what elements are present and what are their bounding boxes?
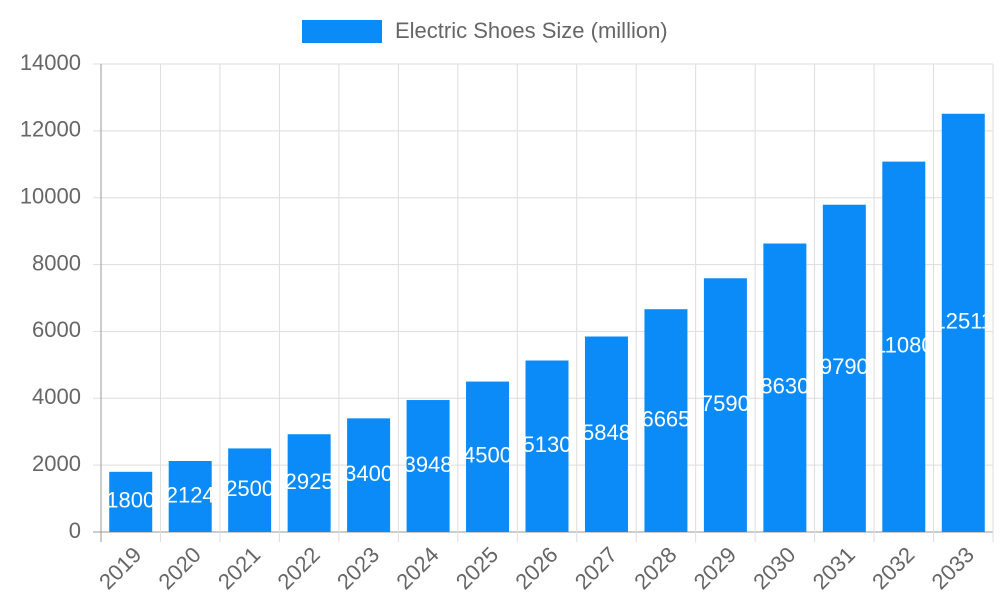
bar	[703, 278, 747, 532]
x-tick-label: 2026	[510, 542, 562, 594]
data-label: 1800	[106, 488, 155, 513]
x-tick-label: 2027	[570, 542, 622, 594]
data-label: 8630	[760, 374, 809, 399]
bar	[822, 204, 866, 532]
bar	[168, 460, 212, 532]
bar	[882, 161, 926, 532]
y-tick-label: 6000	[32, 317, 81, 342]
bar	[466, 381, 510, 532]
data-label: 2925	[285, 469, 334, 494]
x-tick-label: 2025	[451, 542, 503, 594]
bar	[525, 360, 569, 532]
x-tick-label: 2021	[213, 542, 265, 594]
data-label: 6665	[641, 406, 690, 431]
x-tick-label: 2028	[629, 542, 681, 594]
bar	[109, 471, 153, 532]
x-tick-label: 2032	[867, 542, 919, 594]
x-tick-label: 2019	[94, 542, 146, 594]
y-tick-label: 14000	[20, 50, 81, 75]
x-tick-label: 2022	[272, 542, 324, 594]
bar	[347, 418, 391, 532]
x-tick-label: 2030	[748, 542, 800, 594]
data-label: 9790	[820, 354, 869, 379]
data-label: 11080	[874, 333, 934, 358]
data-label: 5130	[523, 432, 572, 457]
x-tick-label: 2023	[332, 542, 384, 594]
data-label: 5848	[582, 420, 631, 445]
x-tick-label: 2024	[391, 542, 443, 594]
legend-swatch	[302, 20, 382, 43]
data-label: 3400	[344, 461, 393, 486]
x-tick-label: 2033	[927, 542, 979, 594]
x-tick-label: 2020	[154, 542, 206, 594]
data-label: 2500	[225, 476, 274, 501]
data-label: 12511	[933, 309, 993, 334]
bar	[228, 448, 272, 532]
y-tick-label: 2000	[32, 451, 81, 476]
x-tick-label: 2031	[808, 542, 860, 594]
bar	[287, 434, 331, 532]
data-label: 7590	[701, 391, 750, 416]
legend-label: Electric Shoes Size (million)	[395, 18, 668, 43]
y-tick-label: 4000	[32, 384, 81, 409]
data-label: 4500	[463, 443, 512, 468]
y-tick-label: 12000	[20, 117, 81, 142]
y-tick-label: 10000	[20, 184, 81, 209]
y-tick-label: 8000	[32, 250, 81, 275]
bar	[406, 400, 450, 532]
bar	[763, 243, 807, 533]
bar	[941, 113, 985, 532]
bar	[584, 336, 628, 532]
data-label: 3948	[404, 452, 453, 477]
bar	[644, 309, 688, 532]
x-tick-label: 2029	[689, 542, 741, 594]
data-label: 2124	[166, 482, 215, 507]
y-tick-label: 0	[69, 518, 81, 543]
